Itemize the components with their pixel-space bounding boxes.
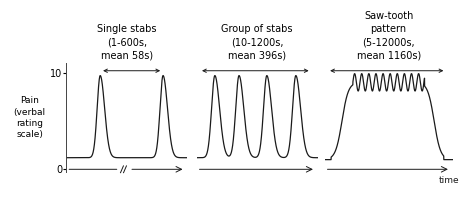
Title: Group of stabs
(10-1200s,
mean 396s): Group of stabs (10-1200s, mean 396s) bbox=[221, 24, 293, 61]
Title: Single stabs
(1-600s,
mean 58s): Single stabs (1-600s, mean 58s) bbox=[97, 24, 156, 61]
Y-axis label: Pain
(verbal
rating
scale): Pain (verbal rating scale) bbox=[14, 96, 46, 139]
Title: Saw-tooth
pattern
(5-12000s,
mean 1160s): Saw-tooth pattern (5-12000s, mean 1160s) bbox=[356, 11, 421, 61]
Text: time: time bbox=[438, 176, 459, 185]
Text: MedLink Neurology  •  www.medlink.com: MedLink Neurology • www.medlink.com bbox=[151, 193, 323, 202]
